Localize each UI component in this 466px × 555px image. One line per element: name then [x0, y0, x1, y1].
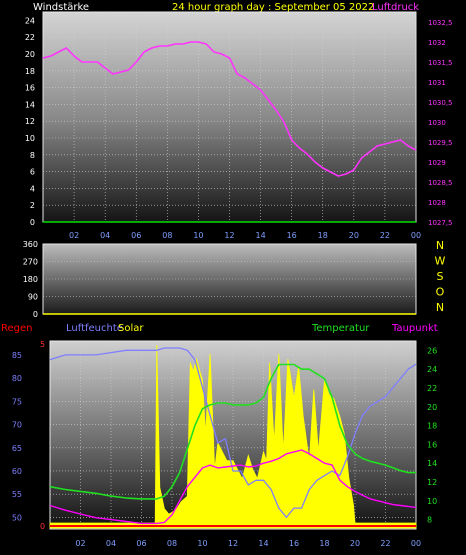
temperature-tick-label: 26: [427, 346, 437, 355]
legend-taupunkt: Taupunkt: [391, 323, 438, 334]
right-tick-label: 1030: [428, 119, 446, 127]
right-tick-label: 1028,5: [428, 179, 453, 187]
left-tick-label: 0: [33, 310, 38, 319]
x-tick-label: 04: [100, 231, 110, 240]
wind-label: Windstärke: [33, 2, 89, 13]
legend-luftfeuchte: Luftfeuchte: [66, 323, 123, 334]
legend-solar: Solar: [118, 323, 144, 334]
x-tick-label: 20: [350, 539, 360, 548]
humidity-tick-label: 70: [12, 421, 22, 430]
temperature-tick-label: 20: [427, 403, 437, 412]
x-tick-label: 16: [287, 231, 297, 240]
x-tick-label: 00: [411, 539, 421, 548]
compass-label: O: [436, 286, 445, 299]
legend-regen: Regen: [1, 323, 33, 334]
x-tick-label: 10: [193, 231, 203, 240]
humidity-tick-label: 85: [12, 351, 22, 360]
x-tick-label: 14: [255, 231, 265, 240]
humidity-tick-label: 65: [12, 444, 22, 453]
left-tick-label: 16: [25, 84, 35, 93]
dewpoint-line: [49, 449, 417, 525]
right-tick-label: 1029: [428, 159, 446, 167]
pressure-line: [42, 41, 417, 177]
humidity-tick-label: 60: [12, 467, 22, 476]
x-tick-label: 22: [380, 539, 390, 548]
left-tick-label: 0: [30, 218, 35, 227]
left-tick-label: 2: [30, 201, 35, 210]
x-tick-label: 04: [106, 539, 116, 548]
temperature-line: [49, 363, 416, 500]
compass-label: N: [436, 239, 444, 252]
x-tick-label: 12: [228, 539, 238, 548]
compass-label: N: [436, 301, 444, 314]
x-tick-label: 22: [380, 231, 390, 240]
right-tick-label: 1030,5: [428, 99, 453, 107]
x-tick-label: 10: [197, 539, 207, 548]
x-tick-label: 06: [131, 231, 141, 240]
left-tick-label: 8: [30, 151, 35, 160]
left-tick-label: 12: [25, 117, 35, 126]
left-tick-label: 22: [25, 33, 35, 42]
right-tick-label: 1032: [428, 39, 446, 47]
right-tick-label: 1028: [428, 199, 446, 207]
x-tick-label: 08: [162, 231, 172, 240]
legend-temperatur: Temperatur: [311, 323, 370, 334]
humidity-line: [49, 347, 417, 519]
temperature-tick-label: 8: [427, 516, 432, 525]
temperature-tick-label: 10: [427, 497, 437, 506]
right-tick-label: 1031: [428, 79, 446, 87]
left-tick-label: 14: [25, 100, 35, 109]
right-tick-label: 1031,5: [428, 59, 453, 67]
left-tick-label: 180: [23, 275, 38, 284]
x-tick-label: 02: [75, 539, 85, 548]
x-tick-label: 02: [69, 231, 79, 240]
x-tick-label: 12: [224, 231, 234, 240]
right-tick-label: 1027,5: [428, 219, 453, 227]
left-tick-label: 360: [23, 240, 38, 249]
temperature-tick-label: 24: [427, 365, 437, 374]
pressure-label: Luftdruck: [372, 2, 419, 13]
x-tick-label: 14: [258, 539, 268, 548]
rain-tick-label: 0: [40, 522, 45, 531]
temperature-tick-label: 14: [427, 459, 437, 468]
pressure-wind-axis-labels: 0246810121416182022241027,510281028,5102…: [25, 16, 453, 240]
left-tick-label: 270: [23, 258, 38, 267]
left-tick-label: 10: [25, 134, 35, 143]
rain-tick-label: 5: [40, 340, 45, 349]
left-tick-label: 18: [25, 67, 35, 76]
left-tick-label: 4: [30, 184, 35, 193]
temperature-tick-label: 18: [427, 422, 437, 431]
climate-axis-labels: 50 55 60 65 70 75 80 85 0 5 8 10 12 14 16 18 20 22 24 26 02 0…: [12, 340, 437, 548]
temperature-tick-label: 12: [427, 478, 437, 487]
humidity-tick-label: 55: [12, 490, 22, 499]
x-tick-label: 08: [167, 539, 177, 548]
x-tick-label: 16: [289, 539, 299, 548]
x-tick-label: 20: [349, 231, 359, 240]
temperature-tick-label: 16: [427, 440, 437, 449]
compass-label: S: [437, 270, 444, 283]
climate-series: [49, 344, 417, 529]
humidity-tick-label: 50: [12, 513, 22, 522]
temperature-tick-label: 22: [427, 384, 437, 393]
left-tick-label: 24: [25, 16, 35, 25]
humidity-tick-label: 75: [12, 397, 22, 406]
compass-label: W: [435, 255, 446, 268]
pressure-wind-series: [42, 41, 417, 223]
right-tick-label: 1029,5: [428, 139, 453, 147]
humidity-tick-label: 80: [12, 374, 22, 383]
graph-title: 24 hour graph day : September 05 2022: [172, 2, 374, 13]
x-tick-label: 06: [136, 539, 146, 548]
x-tick-label: 18: [318, 231, 328, 240]
x-tick-label: 18: [319, 539, 329, 548]
x-tick-label: 00: [411, 231, 421, 240]
right-tick-label: 1032,5: [428, 19, 453, 27]
left-tick-label: 6: [30, 168, 35, 177]
left-tick-label: 90: [28, 293, 38, 302]
left-tick-label: 20: [25, 50, 35, 59]
